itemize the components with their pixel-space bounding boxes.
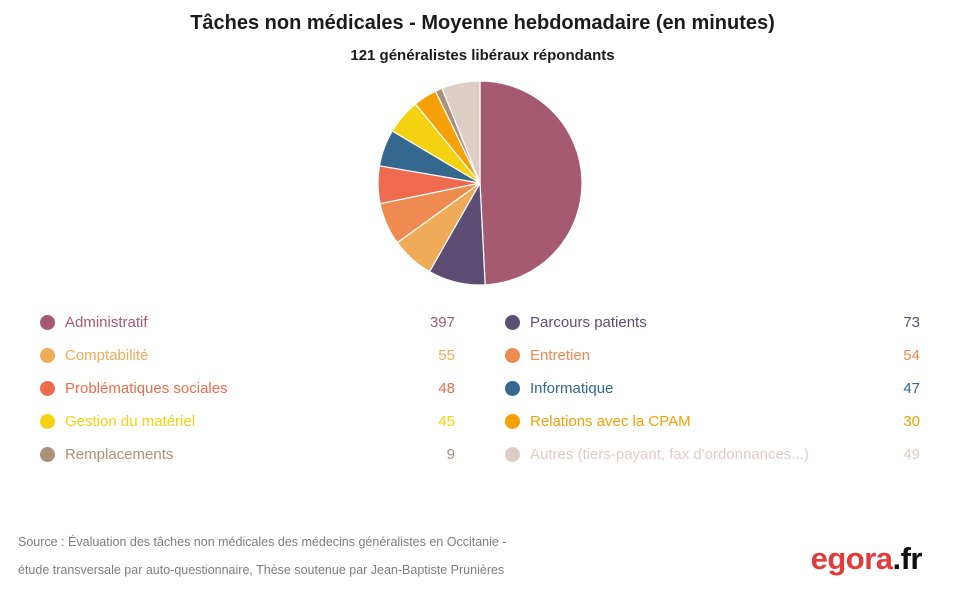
- source-line-1: Source : Évaluation des tâches non médic…: [18, 535, 507, 549]
- legend-label: Relations avec la CPAM: [530, 413, 691, 430]
- chart-subtitle: 121 généralistes libéraux répondants: [350, 47, 615, 64]
- legend-column-right: Parcours patients 73 Entretien 54 Inform…: [505, 306, 920, 471]
- pie-slice-autres-tiers-payant-fax-d-ordonnances: [441, 80, 481, 184]
- legend-label: Remplacements: [65, 446, 174, 463]
- pie-slice-administratif: [479, 80, 583, 286]
- legend-row-relations-cpam: Relations avec la CPAM 30: [505, 405, 920, 438]
- legend-label: Parcours patients: [530, 314, 647, 331]
- legend-label: Gestion du matériel: [65, 413, 196, 430]
- legend-value: 55: [438, 347, 455, 364]
- legend-marker-entretien: [505, 348, 520, 363]
- legend-row-parcours-patients: Parcours patients 73: [505, 306, 920, 339]
- legend-row-entretien: Entretien 54: [505, 339, 920, 372]
- legend-value: 397: [429, 314, 455, 331]
- legend-row-remplacements: Remplacements 9: [40, 438, 455, 471]
- egora-logo-suffix: .fr: [892, 541, 923, 576]
- legend-row-gestion-du-materiel: Gestion du matériel 45: [40, 405, 455, 438]
- legend-row-informatique: Informatique 47: [505, 372, 920, 405]
- egora-logo-primary: egora: [810, 541, 893, 576]
- source-line-2: étude transversale par auto-questionnair…: [18, 563, 505, 577]
- legend-value: 73: [903, 314, 920, 331]
- legend-label: Autres (tiers-payant, fax d'ordonnances.…: [530, 446, 809, 463]
- legend-label: Informatique: [530, 380, 614, 397]
- legend-label: Entretien: [530, 347, 591, 364]
- legend-marker-parcours-patients: [505, 315, 520, 330]
- legend-marker-gestion-du-materiel: [40, 414, 55, 429]
- legend-row-problematiques-sociales: Problématiques sociales 48: [40, 372, 455, 405]
- legend-value: 54: [903, 347, 920, 364]
- legend-value: 9: [446, 446, 455, 463]
- legend-row-autres: Autres (tiers-payant, fax d'ordonnances.…: [505, 438, 920, 471]
- legend-column-left: Administratif 397 Comptabilité 55 Problé…: [40, 306, 455, 471]
- pie-svg: [377, 80, 583, 286]
- legend-marker-administratif: [40, 315, 55, 330]
- legend-marker-autres: [505, 447, 520, 462]
- legend-marker-remplacements: [40, 447, 55, 462]
- legend-row-administratif: Administratif 397: [40, 306, 455, 339]
- legend-value: 48: [438, 380, 455, 397]
- legend-value: 45: [438, 413, 455, 430]
- pie-chart: [377, 80, 583, 286]
- source-text: Source : Évaluation des tâches non médic…: [18, 528, 506, 584]
- legend-marker-comptabilite: [40, 348, 55, 363]
- legend-label: Problématiques sociales: [65, 380, 228, 397]
- legend-value: 49: [903, 446, 920, 463]
- legend-marker-informatique: [505, 381, 520, 396]
- legend-value: 30: [903, 413, 920, 430]
- legend-row-comptabilite: Comptabilité 55: [40, 339, 455, 372]
- chart-title: Tâches non médicales - Moyenne hebdomada…: [190, 12, 775, 34]
- legend-label: Comptabilité: [65, 347, 149, 364]
- legend-marker-problematiques-sociales: [40, 381, 55, 396]
- legend-label: Administratif: [65, 314, 148, 331]
- legend-value: 47: [903, 380, 920, 397]
- legend-marker-relations-cpam: [505, 414, 520, 429]
- egora-logo: egora.fr: [810, 541, 923, 577]
